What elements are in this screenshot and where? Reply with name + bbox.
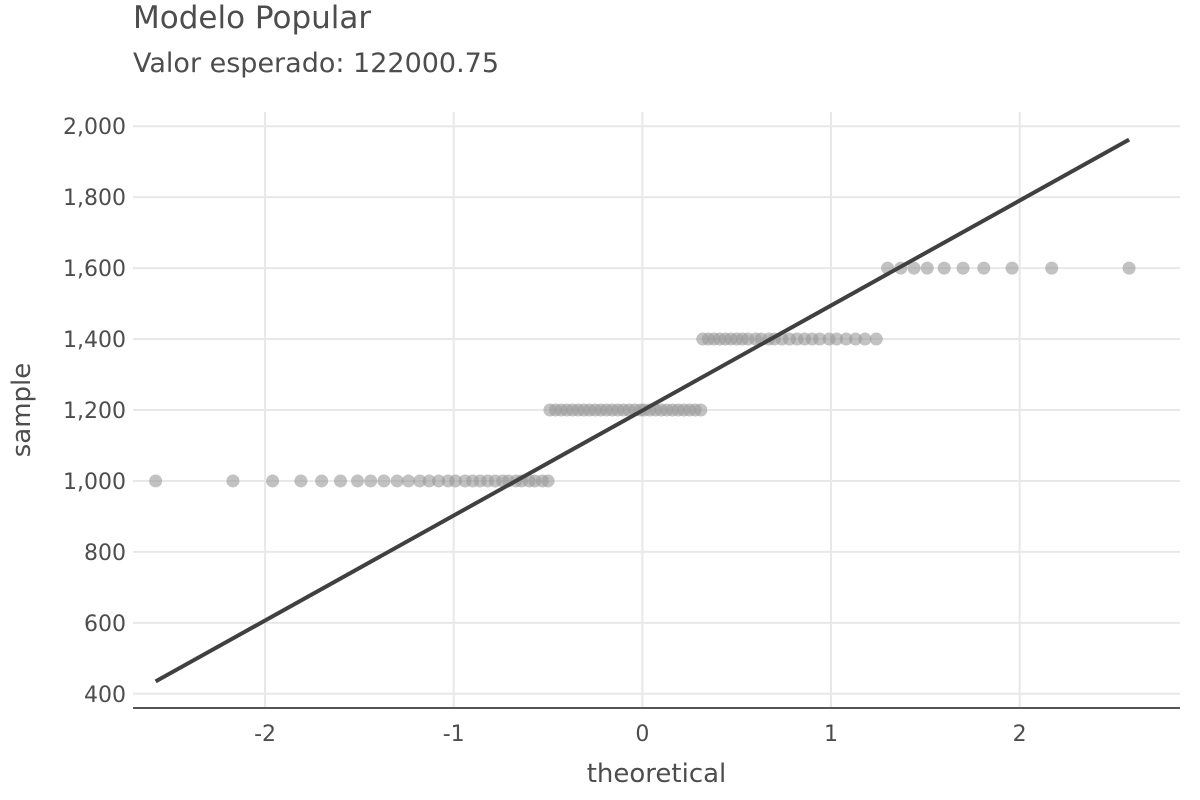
y-tick-label: 1,200 xyxy=(63,399,126,424)
sample-point xyxy=(226,474,240,488)
x-axis-ticks: -2 -1 0 1 2 xyxy=(254,722,1027,747)
sample-point xyxy=(839,332,853,346)
sample-point xyxy=(541,474,555,488)
chart-subtitle: Valor esperado: 122000.75 xyxy=(133,48,500,79)
sample-point xyxy=(390,474,404,488)
grid-lines xyxy=(133,112,1180,708)
y-tick-label: 800 xyxy=(84,541,126,566)
y-tick-label: 2,000 xyxy=(63,115,126,140)
x-tick-label: -1 xyxy=(443,722,465,747)
y-tick-label: 600 xyxy=(84,612,126,637)
sample-point xyxy=(377,474,391,488)
sample-point xyxy=(907,261,921,275)
x-tick-label: -2 xyxy=(254,722,276,747)
y-tick-label: 1,400 xyxy=(63,328,126,353)
sample-point xyxy=(149,474,163,488)
sample-point xyxy=(1045,261,1059,275)
y-tick-label: 1,600 xyxy=(63,257,126,282)
sample-point xyxy=(830,332,844,346)
sample-point xyxy=(1005,261,1019,275)
sample-points xyxy=(149,261,1136,488)
sample-point xyxy=(413,474,427,488)
sample-point xyxy=(334,474,348,488)
sample-point xyxy=(956,261,970,275)
chart-title: Modelo Popular xyxy=(133,0,372,36)
sample-point xyxy=(977,261,991,275)
sample-point xyxy=(920,261,934,275)
x-tick-label: 1 xyxy=(824,722,838,747)
sample-point xyxy=(813,332,827,346)
sample-point xyxy=(1122,261,1136,275)
sample-point xyxy=(449,474,463,488)
y-axis-ticks: 400 600 800 1,000 1,200 1,400 1,600 1,800 2,000 xyxy=(63,115,126,708)
sample-point xyxy=(294,474,308,488)
y-tick-label: 1,000 xyxy=(63,470,126,495)
sample-point xyxy=(401,474,415,488)
sample-point xyxy=(858,332,872,346)
y-axis-label: sample xyxy=(7,363,37,458)
sample-point xyxy=(350,474,364,488)
sample-point xyxy=(849,332,863,346)
reference-line xyxy=(154,137,1131,684)
sample-point xyxy=(694,403,708,417)
y-tick-label: 1,800 xyxy=(63,186,126,211)
x-tick-label: 2 xyxy=(1013,722,1027,747)
sample-point xyxy=(869,332,883,346)
sample-point xyxy=(364,474,378,488)
y-tick-label: 400 xyxy=(84,683,126,708)
sample-point xyxy=(266,474,280,488)
reference-line-group xyxy=(154,137,1131,684)
x-tick-label: 0 xyxy=(635,722,649,747)
sample-point xyxy=(937,261,951,275)
sample-point xyxy=(432,474,446,488)
x-axis-label: theoretical xyxy=(587,759,727,789)
sample-point xyxy=(315,474,329,488)
sample-point xyxy=(422,474,436,488)
